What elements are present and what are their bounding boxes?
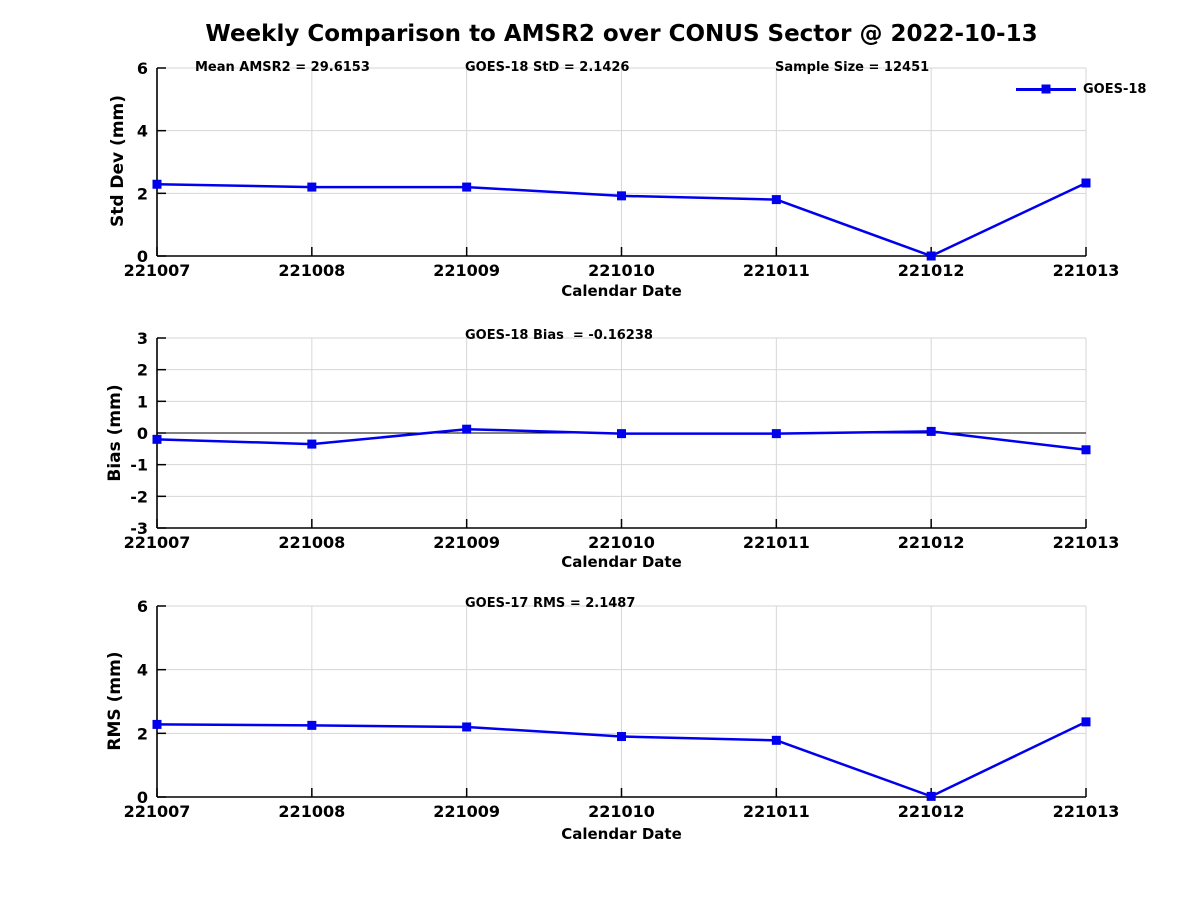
y-tick-label: -3 (130, 519, 148, 538)
data-point-marker (926, 426, 936, 436)
y-tick-label: 6 (137, 597, 148, 616)
data-point-marker (462, 182, 472, 192)
x-tick-label: 221007 (124, 533, 191, 552)
data-point-marker (152, 434, 162, 444)
data-point-marker (1081, 178, 1091, 188)
legend: GOES-18 (1016, 81, 1147, 97)
x-tick-label: 221009 (433, 802, 500, 821)
y-axis-label-bias: Bias (mm) (105, 384, 125, 482)
annotation-goes17-rms: GOES-17 RMS = 2.1487 (465, 596, 636, 611)
y-tick-label: 2 (137, 724, 148, 743)
data-point-marker (1081, 717, 1091, 727)
x-tick-label: 221013 (1053, 533, 1120, 552)
data-point-marker (617, 191, 626, 201)
y-axis-label-stddev: Std Dev (mm) (108, 94, 128, 228)
x-tick-label: 221009 (433, 261, 500, 280)
chart-title: Weekly Comparison to AMSR2 over CONUS Se… (205, 21, 1038, 47)
x-tick-label: 221010 (588, 533, 655, 552)
x-tick-label: 221009 (433, 533, 500, 552)
x-tick-label: 221010 (588, 261, 655, 280)
y-tick-label: 4 (137, 122, 148, 141)
x-tick-label: 221011 (743, 261, 810, 280)
data-point-marker (307, 720, 317, 730)
y-tick-label: -2 (130, 487, 148, 506)
y-tick-label: 0 (137, 788, 148, 807)
y-tick-label: 2 (137, 184, 148, 203)
annotation-mean-amsr2: Mean AMSR2 = 29.6153 (195, 60, 370, 75)
x-tick-label: 221008 (278, 533, 345, 552)
x-tick-label: 221012 (898, 802, 965, 821)
x-tick-label: 221008 (278, 261, 345, 280)
annotation-goes18-std: GOES-18 StD = 2.1426 (465, 60, 630, 75)
y-tick-label: 6 (137, 59, 148, 78)
x-tick-label: 221011 (743, 533, 810, 552)
y-tick-label: 1 (137, 392, 148, 411)
legend-marker-icon (1041, 84, 1051, 94)
x-tick-label: 221012 (898, 261, 965, 280)
legend-label: GOES-18 (1083, 81, 1147, 97)
y-tick-label: 2 (137, 361, 148, 380)
data-point-marker (617, 429, 626, 439)
y-tick-label: 0 (137, 247, 148, 266)
y-axis-label-rms: RMS (mm) (105, 651, 125, 751)
y-tick-label: -1 (130, 456, 148, 475)
x-tick-label: 221010 (588, 802, 655, 821)
data-point-marker (152, 719, 162, 729)
data-point-marker (1081, 445, 1091, 455)
data-point-marker (771, 429, 781, 439)
data-point-marker (771, 195, 781, 205)
data-point-marker (307, 182, 317, 192)
data-point-marker (307, 439, 317, 449)
data-point-marker (771, 735, 781, 745)
y-tick-label: 3 (137, 329, 148, 348)
annotation-sample-size: Sample Size = 12451 (775, 60, 930, 75)
x-tick-label: 221007 (124, 261, 191, 280)
data-point-marker (926, 791, 936, 801)
data-point-marker (926, 251, 936, 261)
legend-line-sample (1016, 84, 1076, 94)
data-point-marker (152, 179, 162, 189)
x-axis-label-rms: Calendar Date (561, 825, 682, 843)
annotation-goes18-bias: GOES-18 Bias = -0.16238 (465, 328, 653, 343)
x-tick-label: 221013 (1053, 261, 1120, 280)
x-axis-label-stddev: Calendar Date (561, 282, 682, 300)
x-tick-label: 221007 (124, 802, 191, 821)
y-tick-label: 4 (137, 661, 148, 680)
x-tick-label: 221013 (1053, 802, 1120, 821)
x-tick-label: 221012 (898, 533, 965, 552)
x-axis-label-bias: Calendar Date (561, 553, 682, 571)
data-point-marker (462, 722, 472, 732)
data-point-marker (617, 732, 626, 742)
x-tick-label: 221011 (743, 802, 810, 821)
y-tick-label: 0 (137, 424, 148, 443)
x-tick-label: 221008 (278, 802, 345, 821)
data-point-marker (462, 424, 472, 434)
